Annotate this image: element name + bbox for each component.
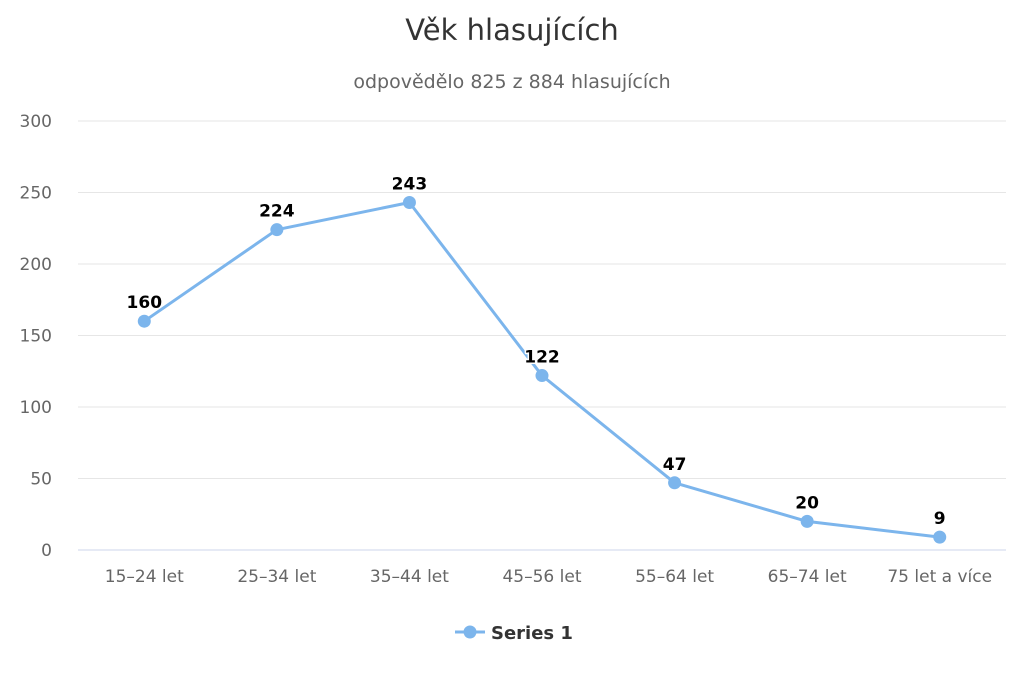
- data-label: 20: [795, 493, 819, 513]
- data-label: 122: [524, 348, 560, 368]
- data-point[interactable]: [933, 530, 947, 544]
- data-label: 47: [663, 455, 687, 475]
- y-tick-label: 300: [20, 112, 52, 132]
- data-labels: 160 224 243 122 47 20 9: [125, 173, 947, 531]
- legend-label: Series 1: [491, 623, 573, 644]
- data-label: 9: [934, 509, 946, 529]
- y-tick-label: 250: [20, 184, 52, 204]
- y-tick-label: 0: [41, 541, 52, 561]
- x-tick-label: 35–44 let: [370, 567, 449, 587]
- x-tick-label: 25–34 let: [237, 567, 316, 587]
- data-point[interactable]: [137, 314, 151, 328]
- data-point[interactable]: [800, 514, 814, 528]
- x-tick-label: 55–64 let: [635, 567, 714, 587]
- data-point[interactable]: [270, 223, 284, 237]
- chart-title: Věk hlasujících: [405, 13, 619, 47]
- legend-item-series-1[interactable]: Series 1: [455, 623, 573, 644]
- y-tick-label: 200: [20, 255, 52, 275]
- data-point[interactable]: [535, 369, 549, 383]
- y-axis: 0 50 100 150 200 250 300: [20, 112, 52, 561]
- y-tick-label: 50: [30, 470, 52, 490]
- x-tick-label: 15–24 let: [105, 567, 184, 587]
- data-point[interactable]: [402, 196, 416, 210]
- legend-symbol-marker: [463, 625, 477, 639]
- x-tick-label: 75 let a více: [887, 567, 992, 587]
- legend[interactable]: Series 1: [455, 623, 573, 644]
- data-point[interactable]: [668, 476, 682, 490]
- chart-subtitle: odpovědělo 825 z 884 hlasujících: [353, 71, 670, 93]
- x-axis: 15–24 let 25–34 let 35–44 let 45–56 let 55–6…: [105, 567, 992, 587]
- data-label: 243: [392, 175, 428, 195]
- y-tick-label: 100: [20, 398, 52, 418]
- y-tick-label: 150: [20, 327, 52, 347]
- series-layer: [137, 196, 947, 544]
- x-tick-label: 45–56 let: [502, 567, 581, 587]
- gridlines: [78, 120, 1006, 551]
- data-label: 224: [259, 202, 295, 222]
- data-label: 160: [127, 293, 163, 313]
- x-tick-label: 65–74 let: [768, 567, 847, 587]
